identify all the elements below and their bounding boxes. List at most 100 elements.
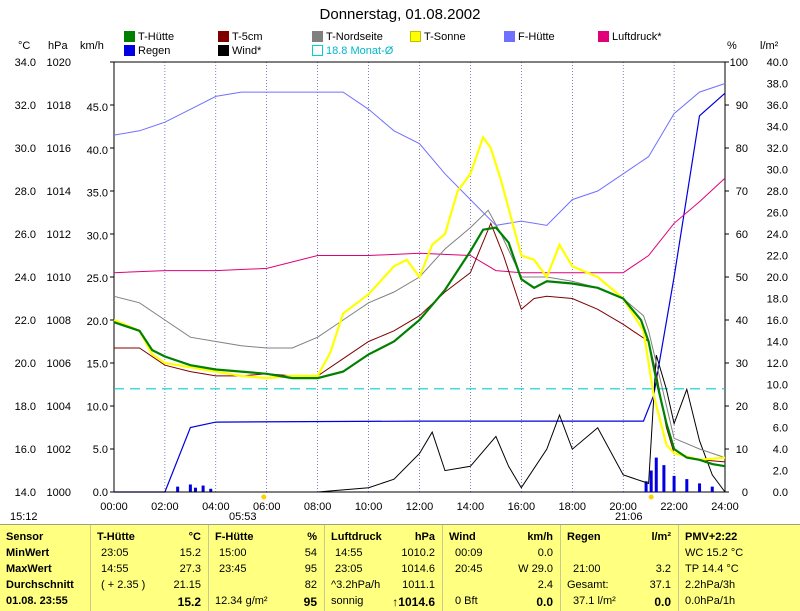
rain-bar: [685, 479, 689, 492]
tick-label-wind: 15.0: [87, 359, 108, 371]
legend-regen: Regen: [124, 45, 170, 58]
legend-swatch: [504, 31, 515, 42]
rain-bar: [176, 486, 180, 492]
regen-total-value: 37.1: [649, 579, 671, 591]
tick-label-rain: 30.0: [767, 165, 788, 177]
tick-label-x: 16:00: [508, 501, 536, 513]
tick-label-rain: 14.0: [767, 337, 788, 349]
tick-label-rain: 4.0: [773, 444, 788, 456]
fhuette-abs-humidity: 12.34 g/m²: [215, 595, 268, 607]
fhuette-current-value: 95: [303, 595, 317, 609]
tick-label-wind: 25.0: [87, 273, 108, 285]
legend-tnordseite: T-Nordseite: [312, 31, 383, 44]
fhuette-max-value: 95: [304, 563, 317, 575]
unit-rain: l/m²: [760, 40, 779, 52]
tick-label-humidity: 10: [736, 444, 748, 456]
tick-label-rain: 32.0: [767, 143, 788, 155]
tick-label-rain: 18.0: [767, 294, 788, 306]
tick-label-temp: 34.0: [15, 57, 36, 69]
druck-avg-value: 1011.1: [402, 579, 435, 591]
tick-label-x: 12:00: [406, 501, 434, 513]
wind-header: Wind: [449, 531, 476, 543]
stats-pmv-col: PMV+2:22 WC 15.2 °C TP 14.4 °C 2.2hPa/3h…: [678, 525, 800, 611]
druck-trend: ^3.2hPa/h: [331, 579, 381, 591]
tick-label-x: 14:00: [457, 501, 485, 513]
tick-label-rain: 10.0: [767, 380, 788, 392]
unit-celsius: °C: [18, 40, 31, 52]
tick-label-humidity: 20: [736, 401, 748, 413]
tick-label-x: 18:00: [558, 501, 586, 513]
wind-min-value: 0.0: [537, 547, 553, 559]
series-line: [113, 83, 726, 226]
pmv-header: PMV+2:22: [685, 531, 738, 543]
tick-label-temp: 14.0: [15, 487, 36, 499]
legend-monthly-avg: 18.8 Monat-Ø: [312, 45, 393, 58]
min-label: MinWert: [6, 547, 50, 559]
tick-label-temp: 20.0: [15, 358, 36, 370]
tick-label-temp: 22.0: [15, 315, 36, 327]
thuette-current-value: 15.2: [177, 595, 201, 609]
pmv-pressure-3h: 2.2hPa/3h: [685, 579, 736, 591]
tick-label-wind: 45.0: [87, 102, 108, 114]
tick-label-wind: 20.0: [87, 316, 108, 328]
wind-beaufort: 0 Bft: [455, 595, 478, 607]
rain-bar: [672, 475, 676, 492]
tick-label-rain: 2.0: [773, 466, 788, 478]
stats-panel: Sensor MinWert MaxWert Durchschnitt 01.0…: [0, 524, 800, 611]
regen-max-value: 3.2: [655, 563, 671, 575]
sunset-marker: [648, 494, 654, 500]
current-label: 01.08. 23:55: [6, 595, 68, 607]
thuette-min-value: 15.2: [179, 547, 201, 559]
legend-swatch: [598, 31, 609, 42]
tick-label-x: 02:00: [151, 501, 179, 513]
fhuette-max-time: 23:45: [219, 563, 247, 575]
fhuette-header: F-Hütte: [215, 531, 254, 543]
tick-label-rain: 40.0: [767, 57, 788, 69]
tick-label-temp: 32.0: [15, 100, 36, 112]
legend-swatch: [218, 31, 229, 42]
druck-forecast: sonnig: [331, 595, 364, 607]
legend-t5cm: T-5cm: [218, 31, 263, 44]
tick-label-temp: 28.0: [15, 186, 36, 198]
legend-swatch: [124, 45, 135, 56]
tick-label-rain: 6.0: [773, 423, 788, 435]
sunrise-marker: [261, 494, 267, 500]
regen-day-total: 37.1 l/m²: [573, 595, 616, 607]
tick-label-wind: 40.0: [87, 145, 108, 157]
tick-label-pressure: 1006: [47, 358, 71, 370]
druck-max-time: 23:05: [335, 563, 363, 575]
wind-min-time: 00:09: [455, 547, 483, 559]
legend-swatch: [312, 45, 323, 56]
tick-label-temp: 16.0: [15, 444, 36, 456]
legend-fhuette: F-Hütte: [504, 31, 555, 44]
pmv-dewpoint: TP 14.4 °C: [685, 563, 739, 575]
series-line: [113, 177, 726, 274]
unit-percent: %: [727, 40, 737, 52]
thuette-avg-value: 21.15: [173, 579, 201, 591]
legend-wind: Wind*: [218, 45, 261, 58]
tick-label-rain: 38.0: [767, 79, 788, 91]
avg-label: Durchschnitt: [6, 579, 74, 591]
thuette-max-value: 27.3: [179, 563, 201, 575]
druck-header: Luftdruck: [331, 531, 382, 543]
stats-thuette-col: T-Hütte °C 23:05 15.2 14:55 27.3 ( + 2.3…: [90, 525, 209, 611]
chart: 34.0 32.0 30.0 28.0 26.0 24.0 22.0 20.0 18.0 16.0…: [15, 57, 788, 513]
tick-label-wind: 0.0: [93, 487, 108, 499]
tick-label-temp: 24.0: [15, 272, 36, 284]
max-label: MaxWert: [6, 563, 52, 575]
stats-wind-col: Wind km/h 00:09 0.0 20:45 W 29.0 2.4 0 B…: [442, 525, 561, 611]
tick-label-pressure: 1016: [47, 143, 71, 155]
druck-min-value: 1010.2: [401, 547, 435, 559]
thuette-max-time: 14:55: [101, 563, 129, 575]
tick-label-rain: 16.0: [767, 315, 788, 327]
regen-header: Regen: [567, 531, 601, 543]
tick-label-wind: 5.0: [93, 444, 108, 456]
sunset-time: 21:06: [615, 511, 643, 523]
sunrise-time: 05:53: [229, 511, 257, 523]
tick-label-pressure: 1020: [47, 57, 71, 69]
series-line: [113, 226, 726, 468]
tick-label-humidity: 90: [736, 100, 748, 112]
chart-title: Donnerstag, 01.08.2002: [319, 6, 481, 23]
tick-label-humidity: 70: [736, 186, 748, 198]
tick-label-wind: 10.0: [87, 401, 108, 413]
